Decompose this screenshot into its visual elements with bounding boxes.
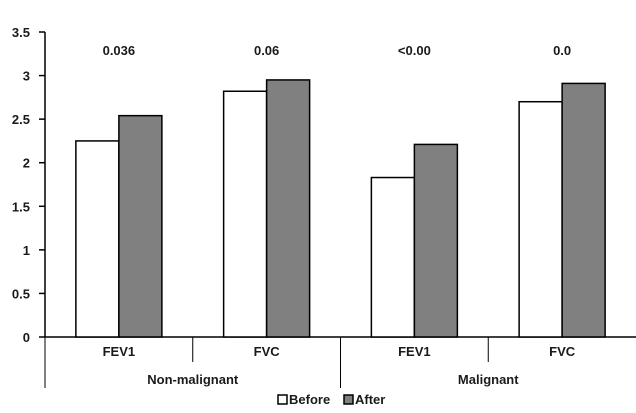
bar-after-1 — [265, 79, 311, 338]
x-category-label: FVC — [549, 344, 576, 359]
p-value-annotation: 0.0 — [553, 43, 571, 58]
y-tick-label: 2 — [23, 156, 30, 171]
y-tick-label: 3 — [23, 69, 30, 84]
p-value-annotation: 0.06 — [254, 43, 279, 58]
x-category-label: FEV1 — [103, 344, 136, 359]
y-tick-label: 1 — [23, 243, 30, 258]
bar-before-2 — [370, 176, 416, 338]
legend-label: After — [355, 392, 385, 407]
legend-swatch-after — [343, 394, 354, 405]
x-group-label: Non-malignant — [147, 372, 239, 387]
bar-after-2 — [413, 143, 459, 338]
y-tick-label: 3.5 — [12, 25, 30, 40]
x-group-label: Malignant — [458, 372, 519, 387]
legend-swatch-before — [277, 394, 288, 405]
y-tick-label: 1.5 — [12, 199, 30, 214]
bar-before-1 — [222, 90, 268, 338]
y-tick-label: 2.5 — [12, 112, 30, 127]
x-category-label: FVC — [254, 344, 281, 359]
bar-after-3 — [561, 82, 606, 338]
p-value-annotation: 0.036 — [103, 43, 136, 58]
x-category-label: FEV1 — [398, 344, 431, 359]
y-tick-label: 0.5 — [12, 286, 30, 301]
p-value-annotation: <0.00 — [398, 43, 431, 58]
bar-before-0 — [75, 140, 120, 338]
legend-label: Before — [289, 392, 330, 407]
bar-after-0 — [118, 114, 163, 338]
y-tick-label: 0 — [23, 330, 30, 345]
bar-before-3 — [518, 100, 563, 338]
